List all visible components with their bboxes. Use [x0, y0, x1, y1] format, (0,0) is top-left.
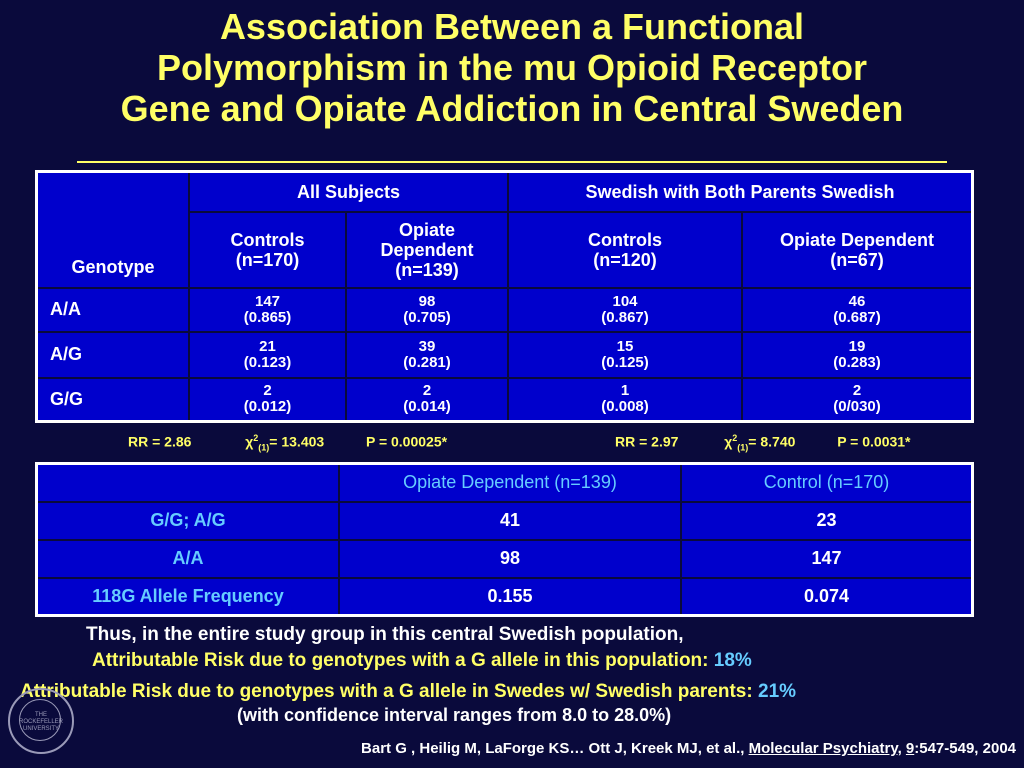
- table-cell: 147 (0.865): [188, 286, 347, 333]
- table-cell: 39 (0.281): [345, 330, 509, 379]
- stats-swedish: RR = 2.97 χ2(1)= 8.740 P = 0.0031*: [615, 433, 911, 453]
- title-line-1: Association Between a Functional: [219, 6, 805, 47]
- col-header: Opiate Dependent (n=67): [741, 210, 974, 289]
- row-genotype: G/G: [35, 376, 190, 423]
- title-underline: [77, 161, 947, 163]
- volume-number: 9: [905, 740, 915, 757]
- genotype-header: Genotype: [35, 170, 190, 289]
- slide-title: Association Between a Functional Polymor…: [0, 6, 1024, 129]
- title-line-3: Gene and Opiate Addiction in Central Swe…: [120, 88, 904, 129]
- journal-name: Molecular Psychiatry: [748, 740, 898, 757]
- table-cell: 0.074: [680, 576, 974, 617]
- table-cell: 19 (0.283): [741, 330, 974, 379]
- control-header: Control (n=170): [680, 462, 974, 503]
- row-label: A/A: [35, 538, 340, 579]
- table-cell: 98: [338, 538, 682, 579]
- table-cell: 104 (0.867): [507, 286, 743, 333]
- summary-line-1: Thus, in the entire study group in this …: [86, 624, 684, 645]
- rockefeller-seal-logo: THE ROCKEFELLER UNIVERSITY: [8, 688, 74, 754]
- all-subjects-header: All Subjects: [188, 170, 509, 213]
- table-cell: 46 (0.687): [741, 286, 974, 333]
- title-line-2: Polymorphism in the mu Opioid Receptor: [156, 47, 868, 88]
- col-header: Controls (n=170): [188, 210, 347, 289]
- table-cell: 1 (0.008): [507, 376, 743, 423]
- table-cell: 2 (0/030): [741, 376, 974, 423]
- stats-all-subjects: RR = 2.86 χ2(1)= 13.403 P = 0.00025*: [128, 433, 448, 453]
- summary-line-3: Attributable Risk due to genotypes with …: [20, 681, 797, 702]
- table-cell: 41: [338, 500, 682, 541]
- genotype-table: Genotype All Subjects Swedish with Both …: [35, 170, 974, 423]
- risk-table: Opiate Dependent (n=139) Control (n=170)…: [35, 462, 974, 617]
- row-genotype: A/G: [35, 330, 190, 379]
- row-label: 118G Allele Frequency: [35, 576, 340, 617]
- row-label: G/G; A/G: [35, 500, 340, 541]
- table-cell: 98 (0.705): [345, 286, 509, 333]
- summary-line-2: Attributable Risk due to genotypes with …: [92, 650, 752, 671]
- citation: Bart G , Heilig M, LaForge KS… Ott J, Kr…: [361, 740, 1016, 757]
- col-header: Opiate Dependent (n=139): [345, 210, 509, 289]
- summary-line-4: (with confidence interval ranges from 8.…: [237, 705, 672, 725]
- col-header: Controls (n=120): [507, 210, 743, 289]
- table-cell: 23: [680, 500, 974, 541]
- table-cell: 2 (0.012): [188, 376, 347, 423]
- table-cell: 21 (0.123): [188, 330, 347, 379]
- table-cell: 0.155: [338, 576, 682, 617]
- swedish-parents-header: Swedish with Both Parents Swedish: [507, 170, 974, 213]
- opiate-dependent-header: Opiate Dependent (n=139): [338, 462, 682, 503]
- table-cell: 147: [680, 538, 974, 579]
- empty-header: [35, 462, 340, 503]
- row-genotype: A/A: [35, 286, 190, 333]
- table-cell: 15 (0.125): [507, 330, 743, 379]
- table-cell: 2 (0.014): [345, 376, 509, 423]
